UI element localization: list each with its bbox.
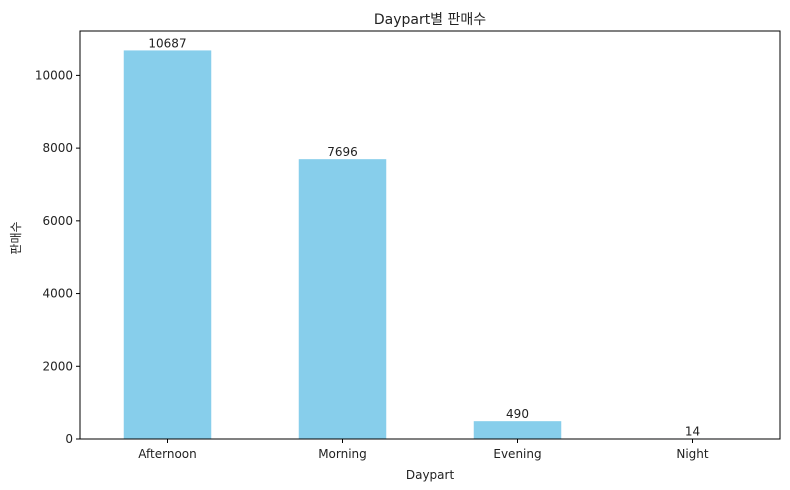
bar-morning <box>298 159 387 439</box>
value-label-evening: 490 <box>506 407 529 421</box>
value-label-night: 14 <box>685 424 700 438</box>
y-tick-label: 0 <box>65 432 73 446</box>
x-axis-label: Daypart <box>406 468 455 482</box>
value-label-afternoon: 10687 <box>148 36 186 50</box>
plot-area: 10687 7696 490 14 <box>123 36 737 440</box>
y-tick-label: 8000 <box>42 141 73 155</box>
y-tick-label: 4000 <box>42 287 73 301</box>
bar-afternoon <box>123 50 212 440</box>
chart-title: Daypart별 판매수 <box>374 12 486 28</box>
x-tick-label-morning: Morning <box>318 447 367 461</box>
x-tick-label-afternoon: Afternoon <box>138 447 197 461</box>
y-tick-label: 10000 <box>35 68 73 82</box>
y-tick-label: 6000 <box>42 214 73 228</box>
bar-evening <box>473 421 562 439</box>
y-axis-label: 판매수 <box>9 221 23 254</box>
x-tick-label-night: Night <box>676 447 709 461</box>
value-label-morning: 7696 <box>327 145 358 159</box>
y-tick-label: 2000 <box>42 359 73 373</box>
x-tick-label-evening: Evening <box>493 447 541 461</box>
plot-frame <box>79 30 781 440</box>
